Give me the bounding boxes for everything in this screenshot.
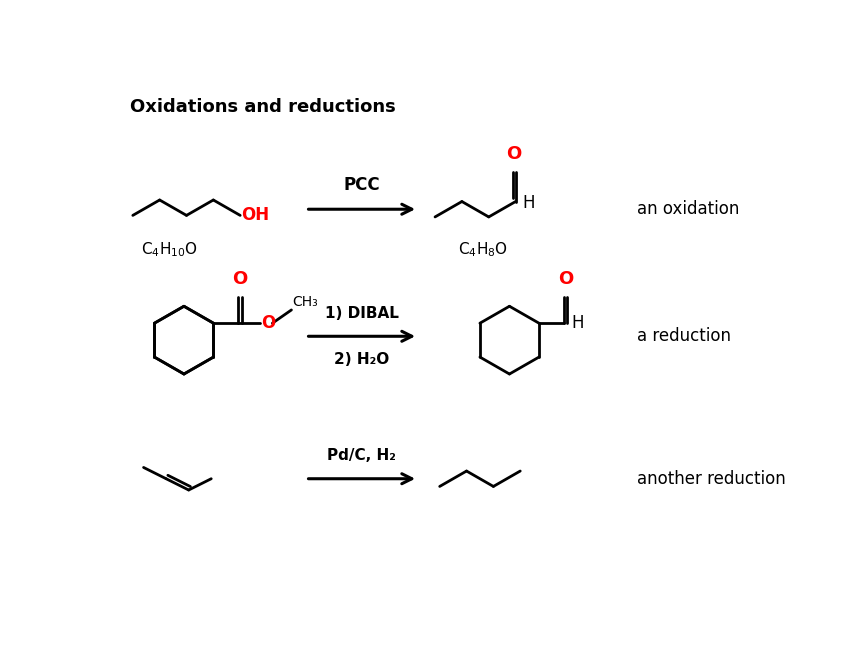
Text: H: H — [523, 194, 535, 212]
Text: H: H — [571, 314, 584, 332]
Text: another reduction: another reduction — [637, 470, 785, 488]
Text: 2) H₂O: 2) H₂O — [334, 351, 390, 367]
Text: an oxidation: an oxidation — [637, 200, 739, 218]
Text: a reduction: a reduction — [637, 327, 731, 345]
Text: OH: OH — [241, 206, 269, 224]
Text: $\mathregular{C_4H_8O}$: $\mathregular{C_4H_8O}$ — [458, 240, 508, 259]
Text: PCC: PCC — [344, 176, 380, 194]
Text: O: O — [232, 269, 248, 288]
Text: 1) DIBAL: 1) DIBAL — [325, 306, 399, 321]
Text: CH₃: CH₃ — [292, 295, 318, 309]
Text: $\mathregular{C_4H_{10}O}$: $\mathregular{C_4H_{10}O}$ — [141, 240, 197, 259]
Text: O: O — [261, 314, 275, 332]
Text: Pd/C, H₂: Pd/C, H₂ — [327, 448, 397, 463]
Text: O: O — [558, 269, 573, 288]
Text: Oxidations and reductions: Oxidations and reductions — [130, 98, 396, 116]
Text: O: O — [506, 145, 522, 163]
